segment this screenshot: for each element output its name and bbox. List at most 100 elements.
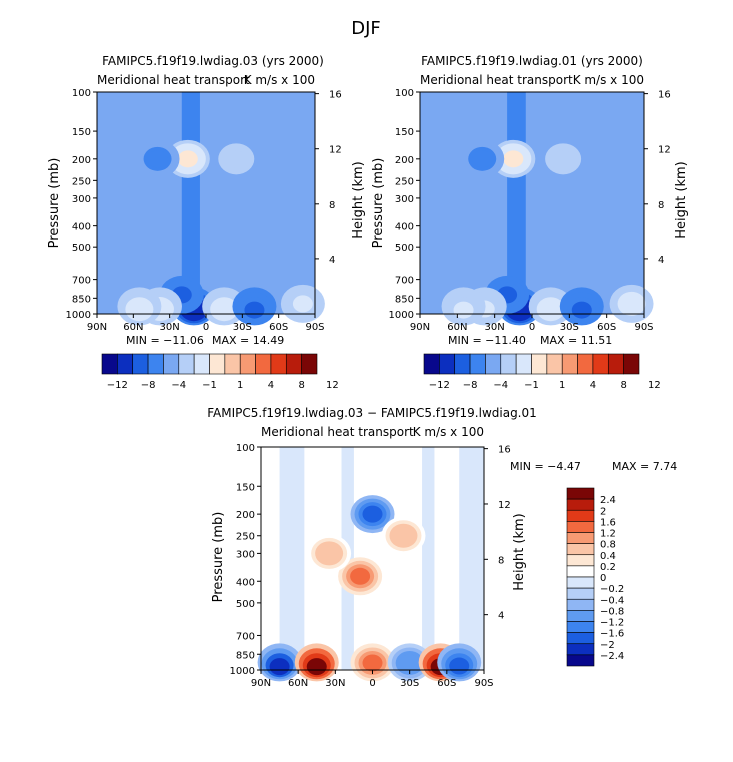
y-tick-label: 100 — [236, 443, 255, 454]
x-tick-label: 90N — [251, 678, 271, 689]
y-axis-label-right: Height (km) — [351, 161, 366, 238]
contour-band — [459, 447, 484, 670]
x-tick-label: 60N — [288, 678, 308, 689]
x-tick-label: 60S — [437, 678, 456, 689]
colorbar-label: 0.2 — [600, 562, 616, 573]
colorbar-swatch — [592, 353, 609, 375]
colorbar-label: 0.4 — [600, 551, 616, 562]
contour-band — [279, 447, 305, 670]
contour-band — [278, 92, 315, 314]
colorbar-swatch — [566, 498, 595, 511]
y-tick-label: 250 — [72, 176, 91, 187]
x-tick-label: 60N — [447, 322, 467, 333]
data-feature — [129, 301, 150, 319]
colorbar-swatch — [566, 576, 595, 589]
x-tick-label: 60S — [269, 322, 288, 333]
colorbar-label: 4 — [268, 380, 274, 391]
colorbar-swatch — [132, 353, 149, 375]
max-label: MAX = 7.74 — [612, 460, 677, 473]
y-tick-right-label: 12 — [329, 145, 342, 156]
y-tick-label: 150 — [395, 127, 414, 138]
colorbar-swatch — [623, 353, 640, 375]
colorbar-swatch — [566, 543, 595, 556]
colorbar-swatch — [566, 643, 595, 656]
colorbar-label: 0 — [600, 573, 606, 584]
x-tick-label: 30N — [485, 322, 505, 333]
data-feature — [393, 527, 414, 545]
colorbar-swatch — [485, 353, 502, 375]
colorbar-label: 1.2 — [600, 529, 616, 540]
y-tick-label: 500 — [236, 599, 255, 610]
y-tick-right-label: 12 — [658, 145, 671, 156]
colorbar-label: 0.8 — [600, 540, 616, 551]
colorbar-label: 1.6 — [600, 517, 616, 528]
colorbar-label: −12 — [107, 380, 128, 391]
colorbar-label: 8 — [298, 380, 304, 391]
data-feature — [503, 150, 524, 168]
data-feature — [226, 150, 247, 168]
x-tick-label: 90S — [474, 678, 493, 689]
colorbar-swatch — [239, 353, 256, 375]
y-tick-right-label: 4 — [329, 255, 335, 266]
x-tick-label: 0 — [529, 322, 535, 333]
colorbar-label: 8 — [620, 380, 626, 391]
colorbar-swatch — [469, 353, 486, 375]
x-tick-label: 0 — [203, 322, 209, 333]
min-label: MIN = −11.40 — [448, 334, 526, 347]
colorbar-swatch — [178, 353, 195, 375]
y-tick-label: 150 — [72, 127, 91, 138]
max-label: MAX = 11.51 — [540, 334, 612, 347]
y-tick-label: 300 — [395, 194, 414, 205]
colorbar-swatch — [209, 353, 226, 375]
x-tick-label: 90S — [634, 322, 653, 333]
colorbar-label: −0.2 — [600, 584, 624, 595]
panel-subtitle-right: K m/s x 100 — [244, 73, 315, 87]
y-tick-label: 400 — [395, 222, 414, 233]
colorbar-swatch — [147, 353, 164, 375]
panel-title: FAMIPC5.f19f19.lwdiag.01 (yrs 2000) — [421, 54, 643, 68]
colorbar-swatch — [454, 353, 471, 375]
colorbar-label: 1 — [237, 380, 243, 391]
x-tick-label: 30N — [325, 678, 345, 689]
colorbar-label: −1.2 — [600, 618, 624, 629]
colorbar-swatch — [163, 353, 180, 375]
contour-band — [575, 92, 601, 314]
x-tick-label: 30S — [233, 322, 252, 333]
data-feature — [269, 658, 290, 676]
data-feature — [472, 150, 493, 168]
panel-title: FAMIPC5.f19f19.lwdiag.03 − FAMIPC5.f19f1… — [207, 406, 537, 420]
data-feature — [244, 301, 265, 319]
y-tick-label: 200 — [395, 155, 414, 166]
colorbar-label: −0.4 — [600, 595, 624, 606]
panel-subtitle-left: Meridional heat transport — [420, 73, 573, 87]
y-tick-label: 150 — [236, 482, 255, 493]
panel-title: FAMIPC5.f19f19.lwdiag.03 (yrs 2000) — [102, 54, 324, 68]
y-tick-label: 700 — [395, 276, 414, 287]
colorbar-label: 12 — [326, 380, 339, 391]
y-tick-label: 100 — [395, 88, 414, 99]
colorbar-swatch — [117, 353, 134, 375]
colorbar-label: −2 — [600, 640, 615, 651]
colorbar-label: 4 — [590, 380, 596, 391]
colorbar-swatch — [566, 521, 595, 533]
colorbar-label: −8 — [141, 380, 156, 391]
colorbar-swatch — [270, 353, 287, 375]
colorbar-swatch — [546, 353, 563, 375]
colorbar-swatch — [561, 353, 578, 375]
y-tick-label: 850 — [236, 650, 255, 661]
colorbar-swatch — [439, 353, 456, 375]
y-tick-right-label: 4 — [658, 255, 664, 266]
colorbar-swatch — [101, 353, 118, 375]
y-tick-label: 850 — [395, 294, 414, 305]
y-axis-label-right: Height (km) — [512, 513, 527, 590]
y-tick-label: 300 — [236, 549, 255, 560]
colorbar-label: −4 — [493, 380, 508, 391]
panel-subtitle-right: K m/s x 100 — [413, 425, 484, 439]
colorbar-swatch — [566, 621, 595, 633]
data-feature — [306, 658, 327, 676]
colorbar-label: −4 — [171, 380, 186, 391]
y-tick-label: 400 — [236, 577, 255, 588]
data-feature — [362, 505, 383, 523]
contour-band — [422, 447, 435, 670]
